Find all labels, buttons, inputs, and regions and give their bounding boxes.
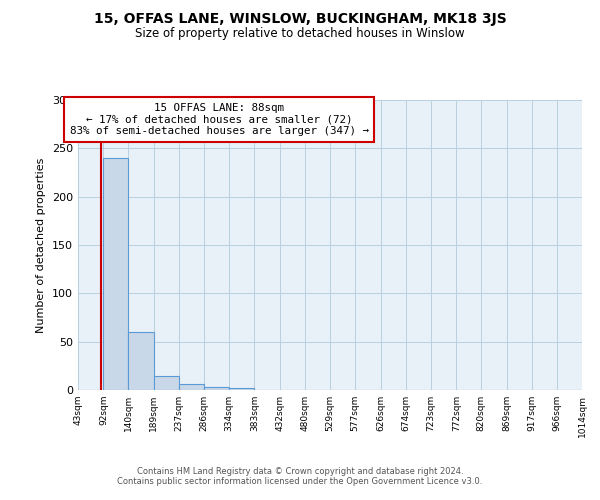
- Text: Contains HM Land Registry data © Crown copyright and database right 2024.: Contains HM Land Registry data © Crown c…: [137, 467, 463, 476]
- Bar: [229, 388, 254, 390]
- Bar: [179, 384, 204, 390]
- Text: Contains public sector information licensed under the Open Government Licence v3: Contains public sector information licen…: [118, 477, 482, 486]
- Text: Size of property relative to detached houses in Winslow: Size of property relative to detached ho…: [135, 28, 465, 40]
- Text: 15, OFFAS LANE, WINSLOW, BUCKINGHAM, MK18 3JS: 15, OFFAS LANE, WINSLOW, BUCKINGHAM, MK1…: [94, 12, 506, 26]
- Text: 15 OFFAS LANE: 88sqm
← 17% of detached houses are smaller (72)
83% of semi-detac: 15 OFFAS LANE: 88sqm ← 17% of detached h…: [70, 103, 368, 136]
- Bar: [204, 387, 229, 390]
- Bar: [154, 376, 179, 390]
- Bar: [103, 158, 128, 390]
- Bar: [128, 332, 154, 390]
- Y-axis label: Number of detached properties: Number of detached properties: [37, 158, 46, 332]
